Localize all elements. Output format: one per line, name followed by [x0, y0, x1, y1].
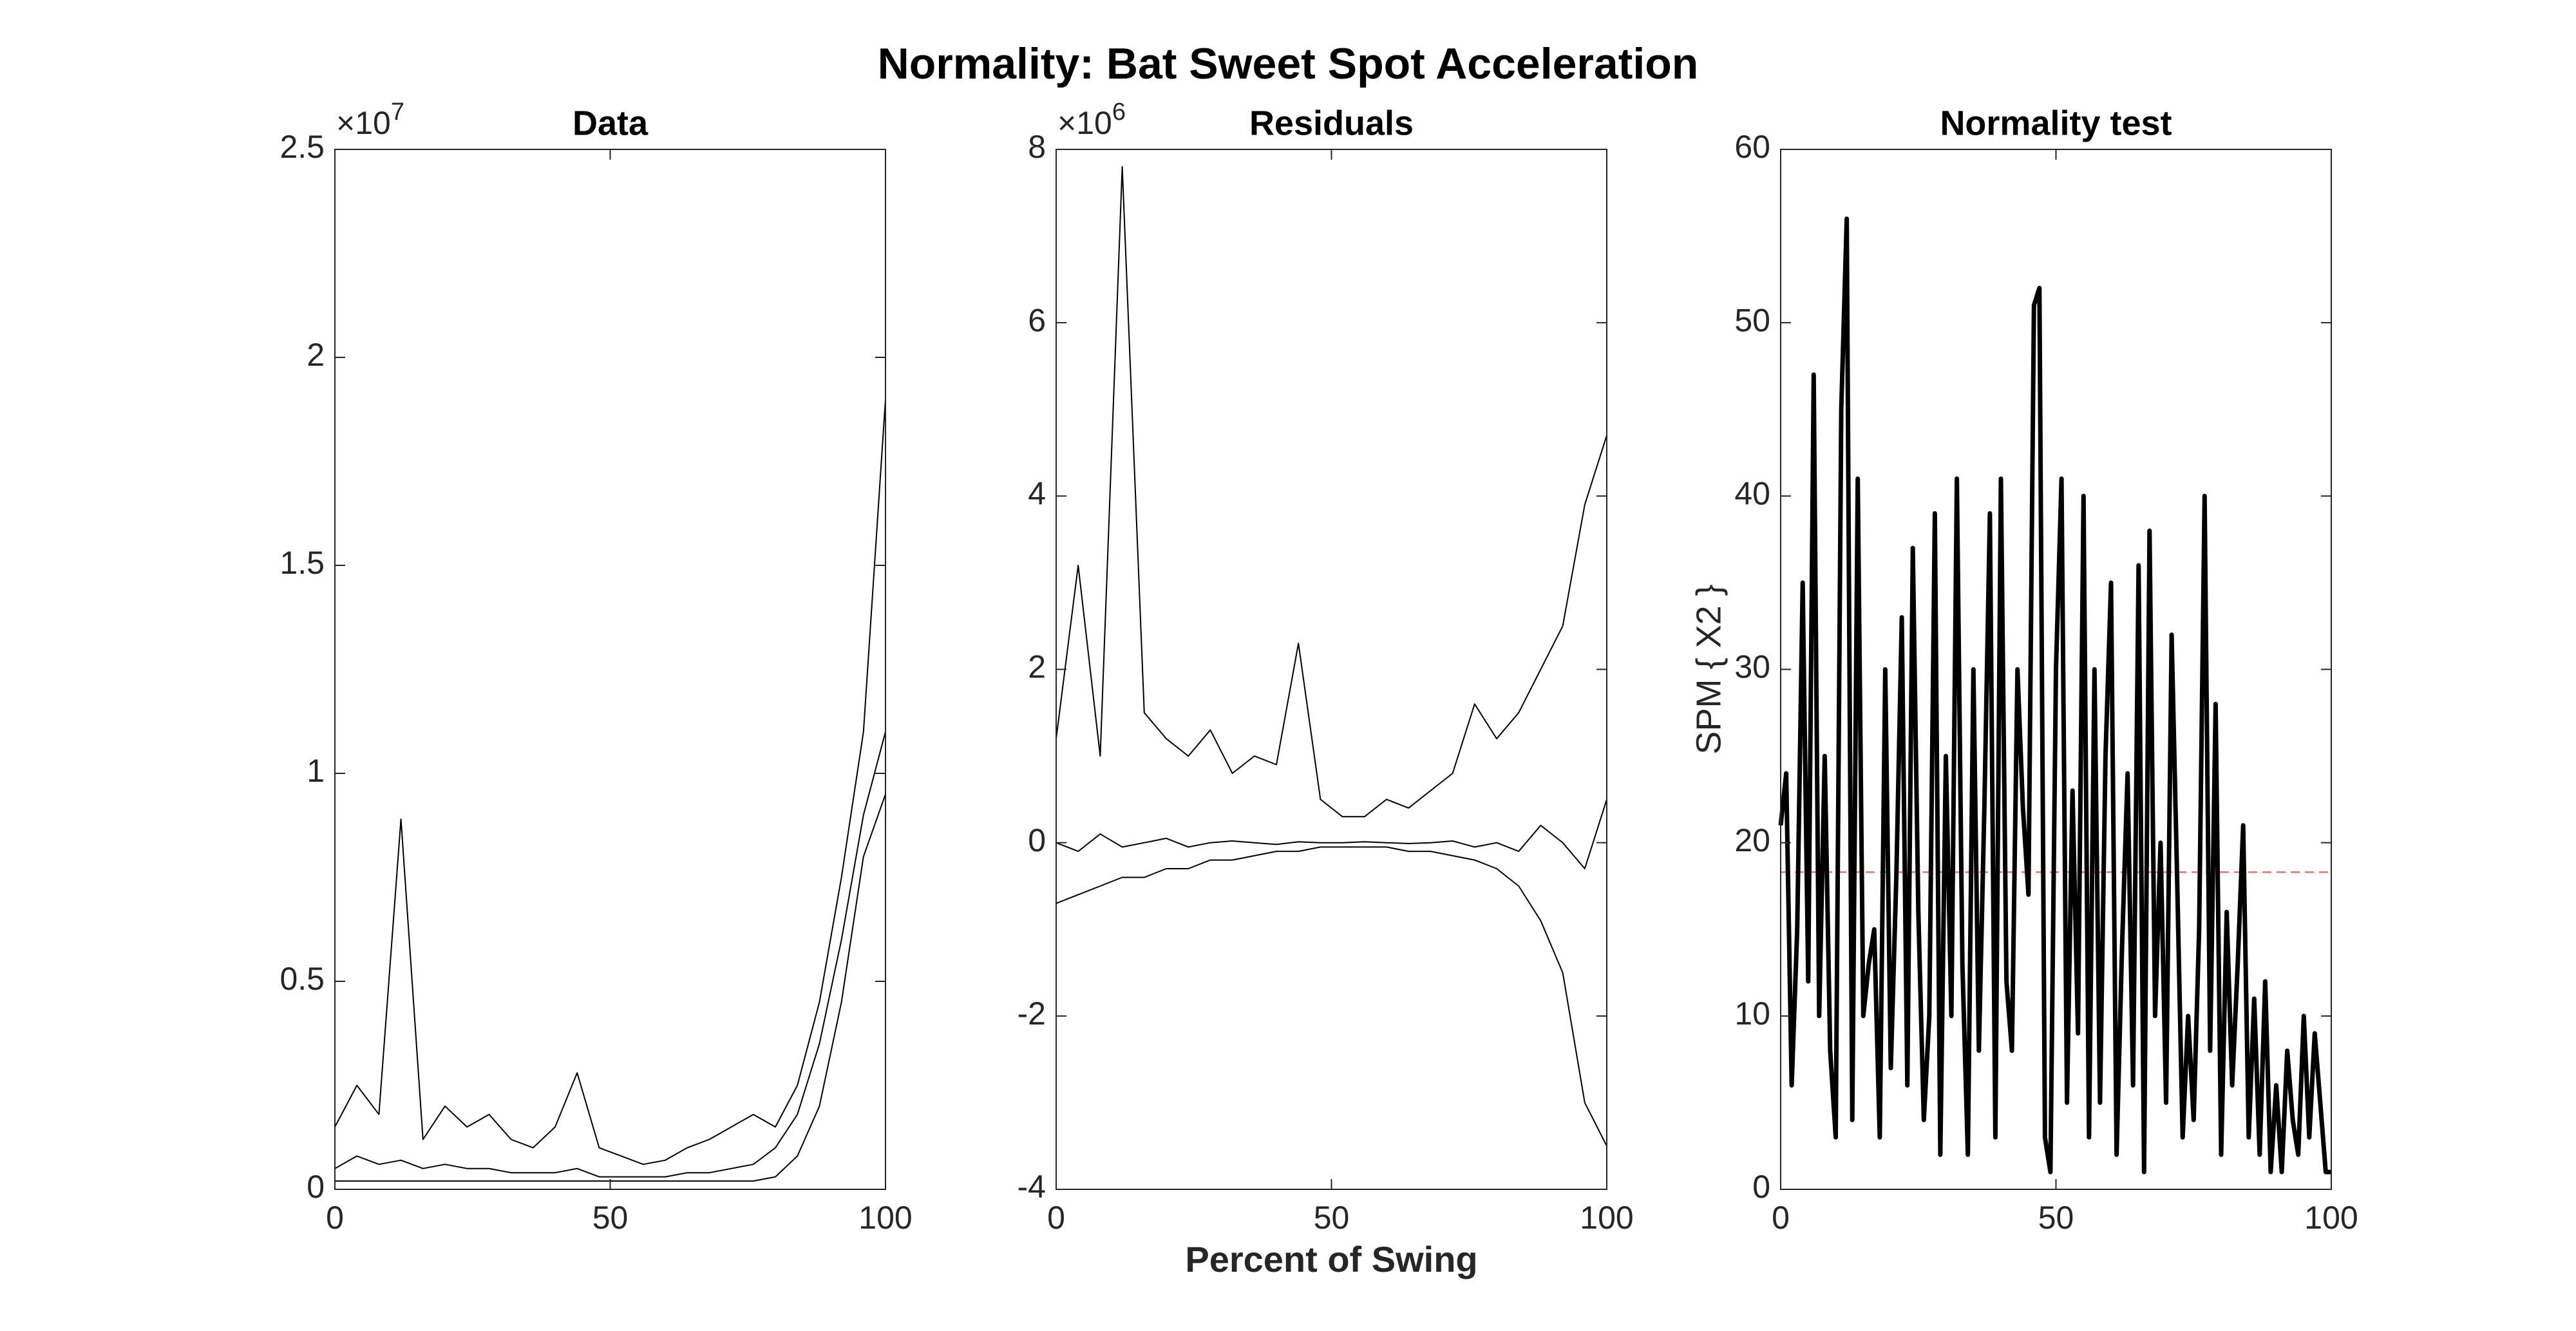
x-tick-label: 50 — [2038, 1200, 2074, 1236]
subplot-title: Data — [573, 104, 649, 142]
data-line — [1778, 216, 2331, 1175]
y-multiplier-exponent: 7 — [391, 99, 404, 126]
y-tick-label: -2 — [1018, 996, 1046, 1032]
y-tick-label: 2 — [1028, 649, 1046, 685]
y-tick-label: 1.5 — [279, 545, 325, 581]
y-tick-label: 30 — [1734, 649, 1770, 685]
y-multiplier: ×107 — [336, 99, 404, 141]
y-tick-label: 0.5 — [279, 961, 325, 997]
subplot-title: Normality test — [1940, 104, 2172, 142]
y-tick-label: 2.5 — [279, 129, 325, 165]
x-axis-label: Percent of Swing — [1185, 1239, 1477, 1279]
x-tick-label: 100 — [2304, 1200, 2358, 1236]
y-tick-label: 6 — [1028, 302, 1046, 338]
y-tick-label: 0 — [1028, 822, 1046, 858]
y-multiplier-exponent: 6 — [1112, 99, 1126, 126]
y-tick-label: -4 — [1018, 1169, 1046, 1205]
plot-area — [335, 149, 886, 1189]
subplot: 0 10 20 30 40 50 60 0 50 100 Normality test SPM { X… — [1689, 104, 2358, 1236]
data-line — [334, 732, 886, 1178]
y-tick-label: 10 — [1734, 996, 1770, 1032]
x-tick-label: 50 — [1314, 1200, 1350, 1236]
x-tick-label: 0 — [1772, 1200, 1790, 1236]
x-tick-label: 100 — [858, 1200, 912, 1236]
y-tick-label: 0 — [307, 1169, 325, 1205]
figure-title: Normality: Bat Sweet Spot Acceleration — [878, 39, 1699, 88]
y-multiplier-base: ×10 — [1057, 105, 1112, 141]
y-multiplier: ×106 — [1057, 99, 1126, 141]
y-tick-label: 4 — [1028, 476, 1046, 512]
subplot-title: Residuals — [1249, 104, 1414, 142]
y-tick-label: 2 — [307, 337, 325, 373]
y-axis-label: SPM { X2 } — [1689, 584, 1728, 754]
plot-area — [1056, 149, 1607, 1189]
x-tick-label: 0 — [326, 1200, 344, 1236]
data-line — [1056, 846, 1607, 1147]
y-tick-label: 50 — [1734, 302, 1770, 338]
y-tick-label: 40 — [1734, 476, 1770, 512]
y-tick-label: 20 — [1734, 822, 1770, 858]
x-tick-label: 50 — [592, 1200, 629, 1236]
data-line — [1056, 799, 1607, 869]
y-tick-label: 1 — [307, 753, 325, 789]
data-line — [334, 399, 886, 1166]
y-tick-label: 60 — [1734, 129, 1770, 165]
subplot: 0 0.5 1 1.5 2 2.5 0 50 100 Data ×107 — [279, 99, 912, 1236]
y-tick-label: 0 — [1752, 1169, 1770, 1205]
y-multiplier-base: ×10 — [336, 105, 391, 141]
x-tick-label: 0 — [1047, 1200, 1065, 1236]
y-tick-label: 8 — [1028, 129, 1046, 165]
x-tick-label: 100 — [1580, 1200, 1633, 1236]
data-line — [1056, 165, 1607, 818]
